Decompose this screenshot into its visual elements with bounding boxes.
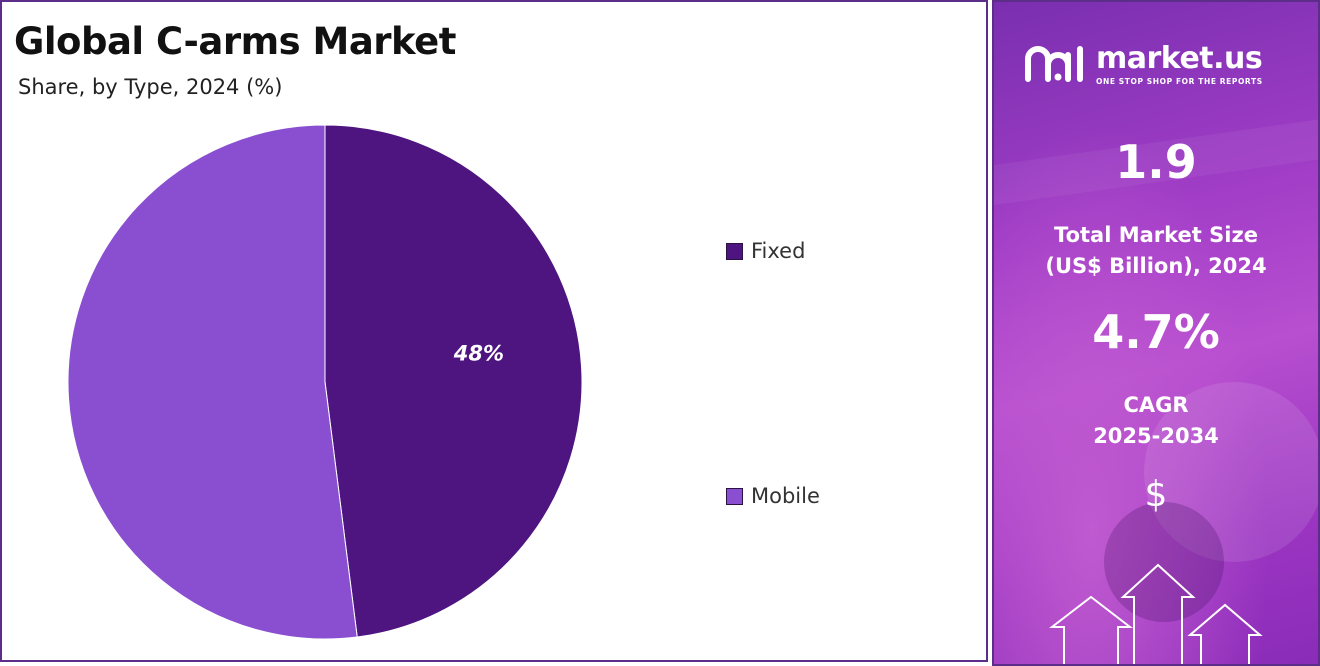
chart-title: Global C-arms Market	[14, 20, 456, 63]
chart-subtitle: Share, by Type, 2024 (%)	[18, 75, 283, 99]
brand-logo: market.us ONE STOP SHOP FOR THE REPORTS	[1024, 44, 1263, 86]
pie-label-fixed: 48%	[453, 341, 504, 365]
summary-panel: market.us ONE STOP SHOP FOR THE REPORTS …	[992, 0, 1320, 666]
cagr-label-line2: 2025-2034	[1093, 424, 1219, 448]
market-size-label-line1: Total Market Size	[1054, 223, 1258, 247]
chart-panel: Global C-arms Market Share, by Type, 202…	[0, 0, 988, 662]
legend-item-fixed: Fixed	[726, 239, 805, 263]
background-decoration	[1144, 382, 1318, 562]
cagr-label: CAGR 2025-2034	[994, 390, 1318, 452]
pie-chart: 48%	[67, 124, 583, 640]
legend-label-mobile: Mobile	[751, 484, 820, 508]
growth-arrows-icon	[1049, 563, 1263, 664]
legend-item-mobile: Mobile	[726, 484, 820, 508]
market-size-label: Total Market Size (US$ Billion), 2024	[994, 220, 1318, 282]
market-us-logo-icon	[1025, 46, 1083, 82]
pie-slice-mobile	[67, 124, 358, 640]
background-decoration	[1104, 502, 1224, 622]
legend-swatch-mobile	[726, 487, 743, 505]
dollar-icon: $	[1144, 474, 1168, 515]
legend-label-fixed: Fixed	[751, 239, 806, 263]
brand-tagline: ONE STOP SHOP FOR THE REPORTS	[1096, 77, 1263, 86]
brand-name: market.us	[1096, 41, 1263, 76]
market-size-label-line2: (US$ Billion), 2024	[1045, 254, 1267, 278]
pie-slice-fixed	[324, 124, 583, 638]
market-size-value: 1.9	[1115, 135, 1197, 189]
cagr-label-line1: CAGR	[1123, 393, 1189, 417]
legend-swatch-fixed	[726, 242, 743, 260]
cagr-value: 4.7%	[1092, 305, 1220, 359]
